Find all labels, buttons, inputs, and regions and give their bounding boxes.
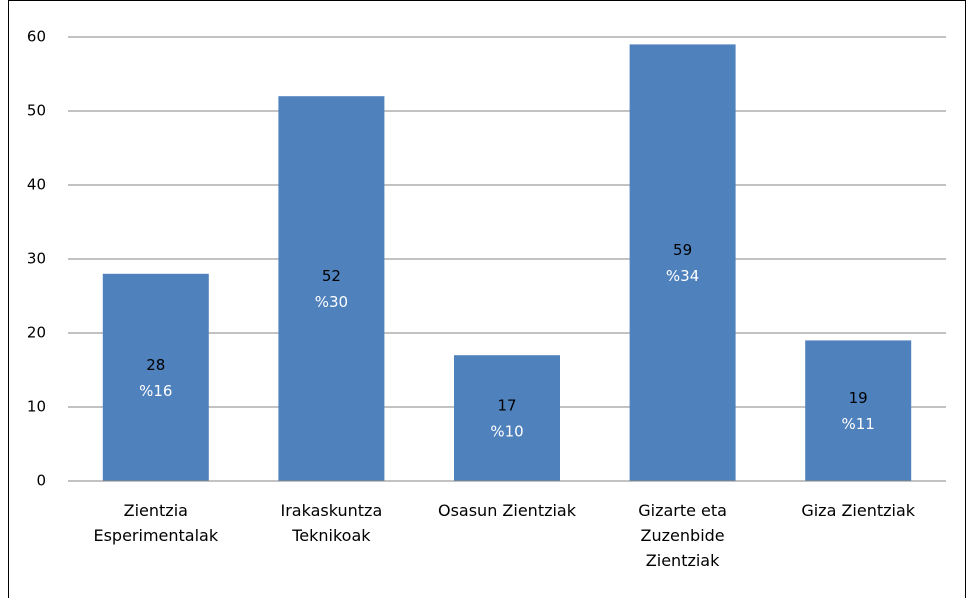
percent-label: %10 <box>490 423 523 441</box>
y-tick-label: 0 <box>36 472 46 490</box>
percent-label: %16 <box>139 382 172 400</box>
y-tick-label: 60 <box>27 28 46 46</box>
y-tick-label: 20 <box>27 324 46 342</box>
percent-label: %11 <box>842 415 875 433</box>
percent-label: %30 <box>315 293 348 311</box>
bar <box>454 355 560 481</box>
bar <box>805 340 912 481</box>
percent-label: %34 <box>666 267 699 285</box>
x-tick-label: Gizarte eta Zuzenbide Zientziak <box>638 501 727 570</box>
bar <box>278 96 385 481</box>
value-label: 19 <box>849 389 868 407</box>
bar <box>102 273 209 481</box>
x-tick-label: Zientzia Esperimentalak <box>93 501 219 545</box>
y-tick-label: 50 <box>27 102 46 120</box>
y-tick-label: 30 <box>27 250 46 268</box>
y-tick-label: 10 <box>27 398 46 416</box>
x-tick-label: Osasun Zientziak <box>437 501 576 520</box>
x-tick-label: Giza Zientziak <box>801 501 916 520</box>
y-tick-label: 40 <box>27 176 46 194</box>
bar <box>629 44 736 482</box>
value-label: 28 <box>146 356 165 374</box>
value-label: 52 <box>322 267 341 285</box>
x-tick-label: Irakaskuntza Teknikoak <box>280 501 383 545</box>
value-label: 17 <box>497 397 516 415</box>
value-label: 59 <box>673 241 692 259</box>
